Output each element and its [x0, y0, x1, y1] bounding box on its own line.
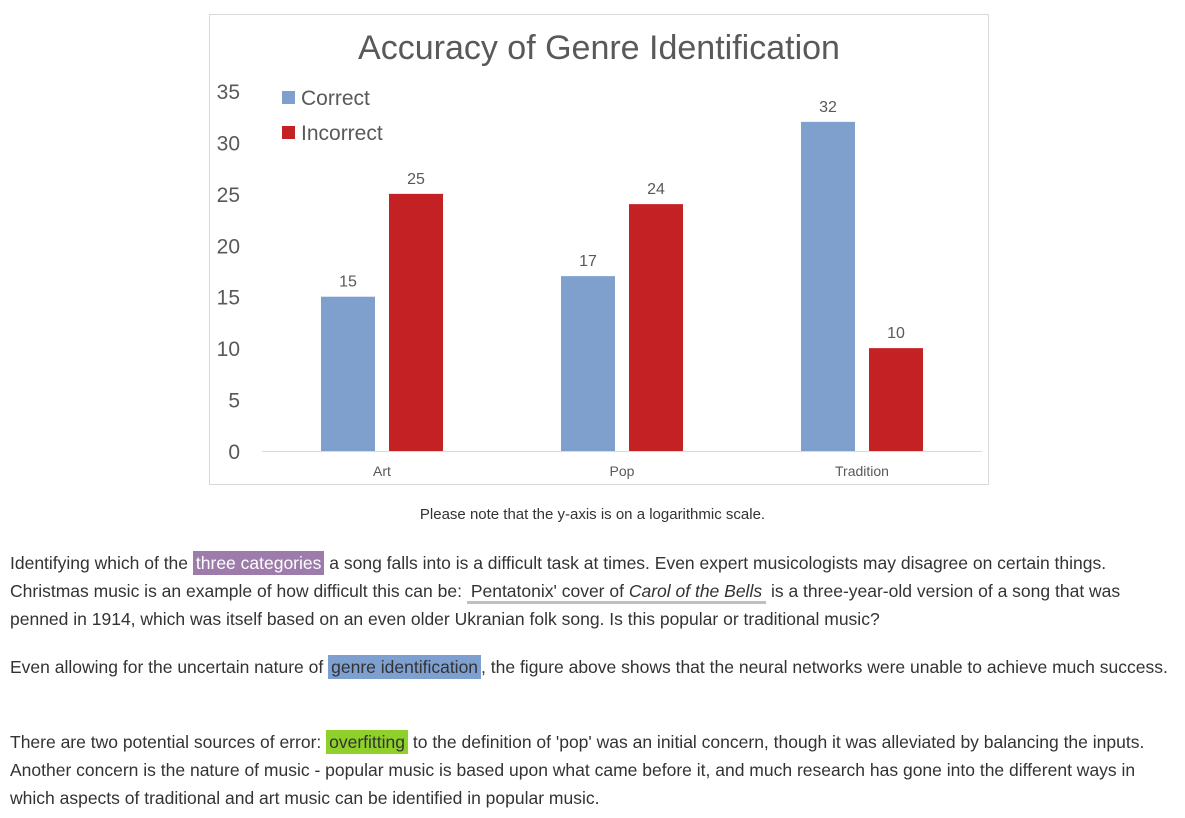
paragraph-genre-identification: Even allowing for the uncertain nature o… [10, 653, 1176, 681]
data-label: 24 [647, 181, 665, 198]
legend-swatch-incorrect [282, 126, 295, 139]
highlight-three-categories[interactable]: three categories [192, 551, 325, 575]
chart-container: Accuracy of Genre Identification 0 5 10 15 2… [209, 14, 989, 485]
bar-incorrect-pop [629, 204, 683, 451]
y-tick-label: 5 [228, 390, 240, 413]
paragraph-text: is a three-year-old version of a song th… [10, 581, 1121, 629]
highlight-overfitting[interactable]: overfitting [326, 730, 408, 754]
paragraph-text: Identifying which of the [10, 553, 193, 573]
y-tick-label: 10 [217, 338, 240, 361]
paragraph-text: , the figure above shows that the neural… [481, 657, 1168, 677]
paragraph-text: There are two potential sources of error… [10, 732, 327, 752]
x-tick-label: Pop [610, 463, 635, 479]
data-label: 15 [339, 274, 357, 291]
chart-title: Accuracy of Genre Identification [358, 29, 840, 67]
chart-caption: Please note that the y-axis is on a loga… [419, 506, 766, 523]
legend: Correct Incorrect [282, 87, 383, 145]
legend-swatch-correct [282, 91, 295, 104]
bar-correct-art [321, 296, 375, 451]
bar-chart: Accuracy of Genre Identification 0 5 10 15 2… [217, 29, 982, 479]
bar-correct-pop [561, 276, 615, 451]
legend-label-incorrect: Incorrect [301, 122, 383, 145]
bar-incorrect-tradition [869, 348, 923, 451]
paragraph-categories: Identifying which of the three categorie… [10, 549, 1176, 633]
y-tick-label: 35 [217, 81, 240, 104]
data-label: 10 [887, 325, 905, 342]
data-label: 25 [407, 171, 425, 188]
highlight-genre-identification[interactable]: genre identification [328, 655, 482, 679]
bar-correct-tradition [801, 121, 855, 451]
x-axis: Art Pop Tradition [373, 463, 889, 479]
bar-incorrect-art [389, 193, 443, 451]
song-title[interactable]: Carol of the Bells [628, 581, 763, 601]
pentatonix-link[interactable]: Pentatonix' cover of Carol of the Bells [466, 581, 767, 604]
paragraph-text: Even allowing for the uncertain nature o… [10, 657, 329, 677]
y-tick-label: 25 [217, 184, 240, 207]
paragraph-sources-of-error: There are two potential sources of error… [10, 728, 1176, 812]
y-axis: 0 5 10 15 20 25 30 35 [217, 81, 240, 464]
y-tick-label: 15 [217, 287, 240, 310]
legend-label-correct: Correct [301, 87, 370, 110]
y-tick-label: 20 [217, 235, 240, 258]
x-tick-label: Tradition [835, 463, 889, 479]
paragraph-text: a song falls into is a difficult task at… [10, 553, 1107, 601]
data-label: 17 [579, 253, 597, 270]
link-text[interactable]: Pentatonix' cover of [470, 581, 629, 601]
paragraph-text: to the definition of 'pop' was an initia… [10, 732, 1145, 808]
data-label: 32 [819, 99, 837, 116]
bars: 15 25 17 24 32 10 [321, 99, 923, 451]
y-tick-label: 30 [217, 132, 240, 155]
y-tick-label: 0 [228, 441, 240, 464]
x-tick-label: Art [373, 463, 391, 479]
